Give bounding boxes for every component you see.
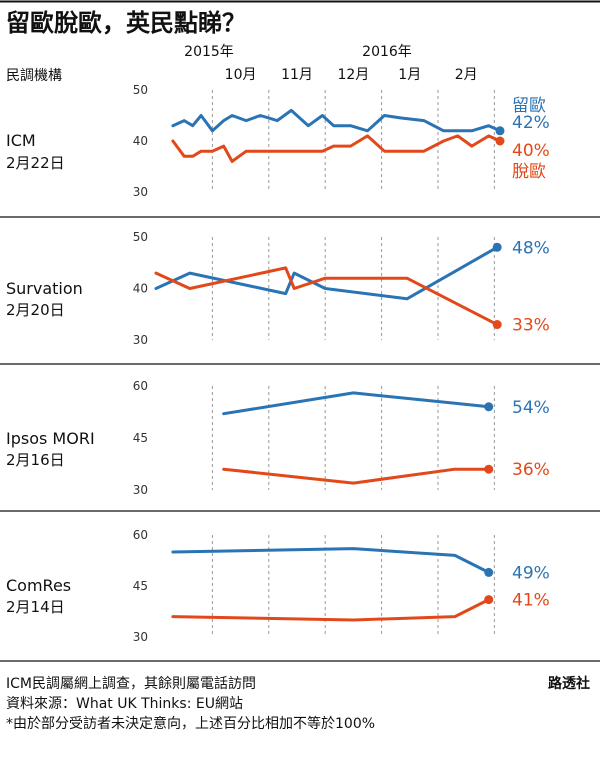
pollster-date-ipsos: 2月16日 (6, 451, 65, 469)
end-point-leave (484, 464, 494, 474)
year-2015-label: 2015年 (184, 44, 234, 60)
y-tick-label: 30 (133, 630, 148, 644)
footnote-source: 資料來源：What UK Thinks: EU網站 (6, 696, 243, 712)
footnote-method: ICM民調屬網上調查，其餘則屬電話訪問 (6, 675, 256, 692)
series-line-remain (171, 108, 502, 133)
pollster-name-ipsos: Ipsos MORI (6, 429, 95, 448)
month-labels: 10月 11月 12月 1月 2月 (225, 67, 478, 83)
footnote-disclaimer: *由於部分受訪者未決定意向，上述百分比相加不等於100% (6, 715, 375, 732)
panel-ipsos-mori: 60 45 30 54% 36% (133, 379, 550, 497)
end-point-remain (484, 402, 494, 412)
y-tick-label: 60 (133, 379, 148, 393)
final-value-leave: 36% (512, 460, 550, 480)
end-point-leave (495, 136, 505, 146)
y-tick-label: 40 (133, 282, 148, 296)
y-tick-label: 60 (133, 528, 148, 542)
year-2016-label: 2016年 (362, 44, 412, 60)
month-label: 11月 (281, 67, 313, 83)
y-tick-label: 50 (133, 83, 148, 97)
series-line-leave (171, 598, 491, 622)
y-tick-label: 40 (133, 134, 148, 148)
y-tick-label: 50 (133, 230, 148, 244)
y-tick-label: 30 (133, 185, 148, 199)
final-value-remain: 49% (512, 563, 550, 583)
final-value-leave: 41% (512, 591, 550, 611)
month-label: 12月 (337, 67, 369, 83)
series-line-leave (171, 134, 502, 163)
final-value-remain: 48% (512, 238, 550, 258)
pollster-name-icm: ICM (6, 131, 36, 150)
series-line-leave (154, 266, 499, 327)
series-line-remain (171, 547, 491, 574)
chart-title: 留歐脫歐，英民點睇？ (6, 9, 246, 37)
panel-survation: 50 40 30 48% 33% (133, 230, 550, 347)
pollster-name-survation: Survation (6, 279, 83, 298)
end-point-remain (495, 126, 505, 136)
month-label: 10月 (225, 67, 257, 83)
series-line-leave (222, 467, 491, 485)
month-label: 1月 (398, 67, 421, 83)
end-point-leave (484, 595, 494, 605)
final-value-leave: 33% (512, 316, 550, 336)
y-tick-label: 30 (133, 333, 148, 347)
final-value-remain: 42% (512, 113, 550, 133)
legend-leave-label: 脫歐 (512, 162, 546, 182)
panel-icm: 50 40 30 42% 40% (133, 83, 550, 199)
pollster-name-comres: ComRes (6, 576, 71, 595)
y-tick-label: 45 (133, 579, 148, 593)
final-value-leave: 40% (512, 141, 550, 161)
final-value-remain: 54% (512, 398, 550, 418)
series-line-remain (222, 391, 491, 416)
panel-comres: 60 45 30 49% 41% (133, 528, 550, 644)
credit-reuters: 路透社 (548, 675, 590, 692)
panels: 50 40 30 42% 40% 50 40 30 48% 33% 60 45 30 54% 36% 60 45… (133, 83, 550, 644)
legend-remain-label: 留歐 (512, 96, 546, 116)
end-point-leave (492, 320, 502, 330)
pollster-date-comres: 2月14日 (6, 598, 65, 616)
series-line-remain (154, 245, 499, 301)
y-tick-label: 30 (133, 483, 148, 497)
month-label: 2月 (455, 67, 478, 83)
end-point-remain (492, 242, 502, 252)
y-tick-label: 45 (133, 431, 148, 445)
pollster-date-survation: 2月20日 (6, 301, 65, 319)
pollster-date-icm: 2月22日 (6, 154, 65, 172)
column-header: 民調機構 (6, 68, 62, 84)
end-point-remain (484, 567, 494, 577)
